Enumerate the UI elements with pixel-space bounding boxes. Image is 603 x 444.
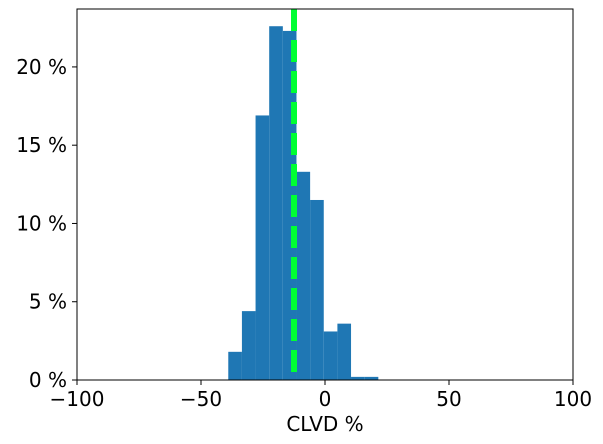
x-axis-label: CLVD %: [286, 412, 363, 436]
x-tick-label: 0: [319, 387, 332, 411]
y-tick-label: 10 %: [16, 211, 67, 235]
histogram-bar-5: [296, 171, 311, 380]
histogram-bar-3: [269, 26, 283, 380]
x-tick-label: −50: [180, 387, 222, 411]
y-tick-label: 5 %: [29, 290, 67, 314]
histogram-bar-8: [337, 323, 352, 380]
histogram-bars: [228, 26, 379, 380]
x-tick-label: −100: [50, 387, 105, 411]
y-tick-label: 0 %: [29, 368, 67, 392]
y-tick-label: 15 %: [16, 133, 67, 157]
histogram-bar-7: [323, 331, 338, 380]
histogram-bar-10: [364, 376, 379, 380]
x-tick-label: 50: [436, 387, 461, 411]
histogram-bar-2: [255, 115, 270, 380]
y-tick-label: 20 %: [16, 55, 67, 79]
histogram-bar-0: [228, 351, 242, 380]
histogram-bar-1: [241, 311, 256, 380]
plot-frame: [76, 8, 574, 381]
x-axis-ticks: −100 −50 0 50 100: [50, 380, 592, 411]
x-tick-label: 100: [554, 387, 592, 411]
histogram-bar-9: [351, 376, 365, 380]
y-axis-ticks: 0 % 5 % 10 % 15 % 20 %: [16, 55, 77, 392]
histogram-bar-6: [310, 199, 324, 380]
